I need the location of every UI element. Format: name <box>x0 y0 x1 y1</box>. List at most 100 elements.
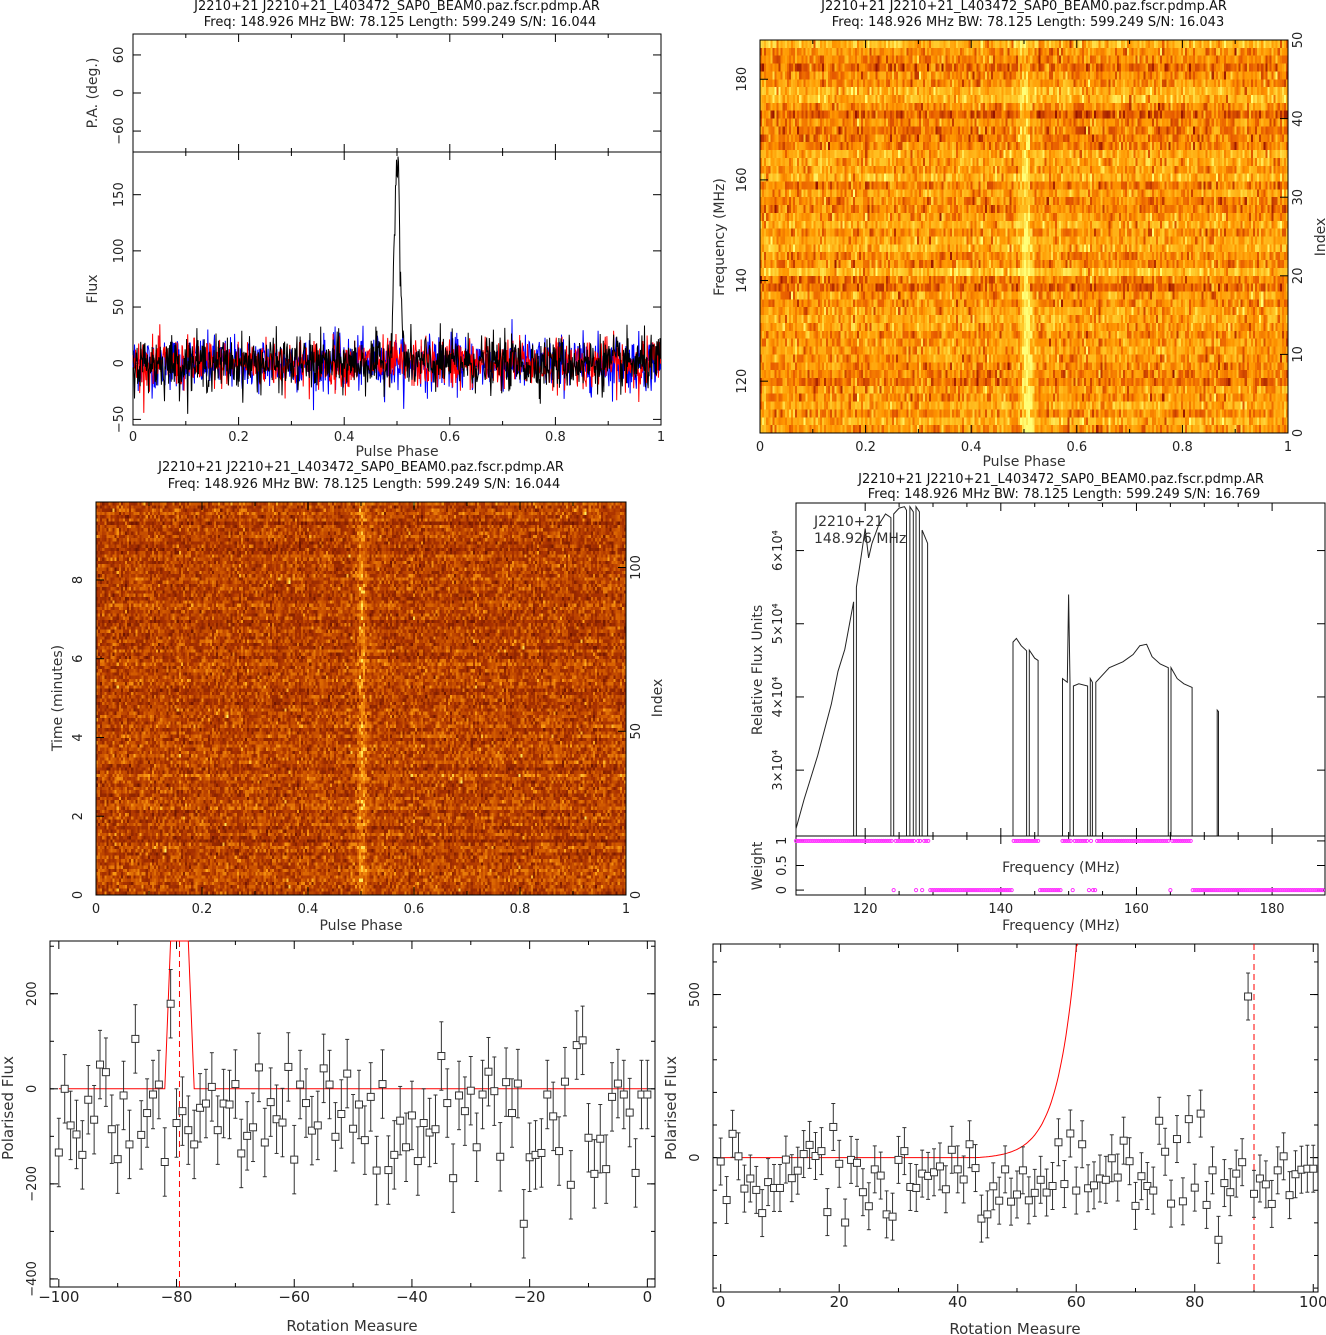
rm-positive-data-point <box>1137 1172 1146 1181</box>
weight-point <box>1115 838 1120 844</box>
bandpass-segment-9 <box>1072 683 1089 836</box>
profile-title: J2210+21 J2210+21_L403472_SAP0_BEAM0.paz… <box>193 0 600 14</box>
weight-y-tick-label: 0 <box>775 886 790 894</box>
weight-point <box>1306 887 1311 893</box>
weight-point <box>1025 838 1031 844</box>
rm-positive-data-point <box>1285 1191 1294 1200</box>
profile-xlabel: Pulse Phase <box>355 444 438 460</box>
pa-ylabel: P.A. (deg.) <box>85 58 101 129</box>
weight-point <box>1033 838 1039 844</box>
rm-negative-data-point <box>555 1147 564 1156</box>
rm-negative-data-point <box>201 1099 210 1108</box>
weight-point <box>1050 887 1055 893</box>
profile-x-tick-label: 0.8 <box>545 430 566 445</box>
weight-point <box>848 838 854 844</box>
rm-positive-data-point <box>1267 1199 1276 1208</box>
profile-ylabel: Flux <box>85 274 101 303</box>
weight-point <box>1172 838 1177 844</box>
rm-positive-data-point <box>1113 1173 1122 1182</box>
weight-point <box>1215 887 1220 893</box>
rm-positive-data-point <box>841 1218 850 1227</box>
rm-positive-data-point <box>1131 1201 1140 1210</box>
weight-point <box>865 838 870 844</box>
pa-y-tick-label: 60 <box>112 47 127 64</box>
rm-positive-data-point <box>1178 1197 1187 1206</box>
weight-point <box>958 887 963 893</box>
rm-pos-xlabel: Rotation Measure <box>949 1320 1080 1335</box>
rm-positive-data-point <box>1273 1166 1282 1175</box>
time-phase-y-tick-label: 0 <box>71 891 86 899</box>
weight-point <box>1007 887 1012 893</box>
freq-phase-panel <box>759 39 1289 434</box>
rm-negative-data-point <box>413 1157 422 1166</box>
bandpass-y-tick-label: 5×10⁴ <box>771 603 786 644</box>
weight-point <box>881 838 886 844</box>
rm-positive-data-point <box>1309 1164 1318 1173</box>
weight-point <box>859 838 864 844</box>
weight-point <box>1182 838 1187 844</box>
rm-negative-data-point <box>449 1174 458 1183</box>
weight-point <box>1284 887 1289 893</box>
rm-positive-data-point <box>953 1165 962 1174</box>
time-phase-y2label: Index <box>650 679 666 718</box>
rm-positive-x-tick-label: 40 <box>948 1293 967 1311</box>
weight-point <box>905 838 911 844</box>
weight-point <box>873 838 878 844</box>
weight-point <box>901 838 906 844</box>
weight-point <box>1194 887 1199 893</box>
weight-point <box>1314 887 1319 893</box>
weight-point <box>1058 887 1063 893</box>
weight-point <box>1066 838 1071 844</box>
rm-positive-x-tick-label: 20 <box>830 1293 849 1311</box>
weight-point <box>1164 838 1169 844</box>
weight-point <box>1190 887 1195 893</box>
rm-positive-data-point <box>1220 1179 1229 1188</box>
weight-point <box>820 838 825 844</box>
weight-point <box>1121 838 1126 844</box>
bandpass-segment-3 <box>909 505 914 836</box>
weight-point <box>1174 838 1179 844</box>
rm-negative-data-point <box>331 1132 340 1141</box>
freq-phase-y-tick-label: 140 <box>735 268 750 293</box>
weight-point <box>1235 887 1240 893</box>
rm-negative-data-point <box>72 1130 81 1139</box>
weight-point <box>928 887 933 893</box>
rm-positive-data-point <box>864 1202 873 1211</box>
rm-negative-data-point <box>502 1078 511 1087</box>
weight-point <box>1257 887 1262 893</box>
rm-positive-data-point <box>1018 1166 1027 1175</box>
weight-point <box>999 887 1004 893</box>
weight-point <box>940 887 945 893</box>
weight-point <box>911 838 917 844</box>
time-phase-x-tick-label: 0.8 <box>510 902 531 917</box>
weight-point <box>1178 838 1183 844</box>
rm-positive-data-point <box>799 1150 808 1159</box>
time-phase-y-tick-label: 8 <box>71 576 86 584</box>
rm-positive-data-point <box>870 1165 879 1174</box>
weight-point <box>863 838 868 844</box>
bandpass-segment-1 <box>855 513 892 836</box>
weight-point <box>1092 887 1098 893</box>
weight-point <box>1255 887 1260 893</box>
weight-point <box>1133 838 1138 844</box>
weight-point <box>950 887 955 893</box>
weight-point <box>1188 838 1193 844</box>
weight-point <box>1056 887 1061 893</box>
rm-negative-data-point <box>172 1119 181 1128</box>
weight-point <box>1245 887 1250 893</box>
rm-positive-data-point <box>734 1152 743 1161</box>
rm-negative-data-point <box>478 1090 487 1099</box>
bandpass-legend-source: J2210+21 <box>813 514 883 530</box>
rm-positive-data-point <box>1161 1147 1170 1156</box>
rm-negative-data-point <box>290 1155 299 1164</box>
weight-point <box>1105 838 1110 844</box>
weight-point <box>942 887 947 893</box>
rm-positive-data-point <box>977 1214 986 1223</box>
weight-point <box>893 838 898 844</box>
rm-negative-x-tick-label: −100 <box>38 1288 79 1306</box>
weight-point <box>1239 887 1244 893</box>
rm-positive-data-point <box>752 1185 761 1194</box>
time-phase-index-tick-label: 0 <box>629 891 644 899</box>
weight-point <box>1184 838 1189 844</box>
